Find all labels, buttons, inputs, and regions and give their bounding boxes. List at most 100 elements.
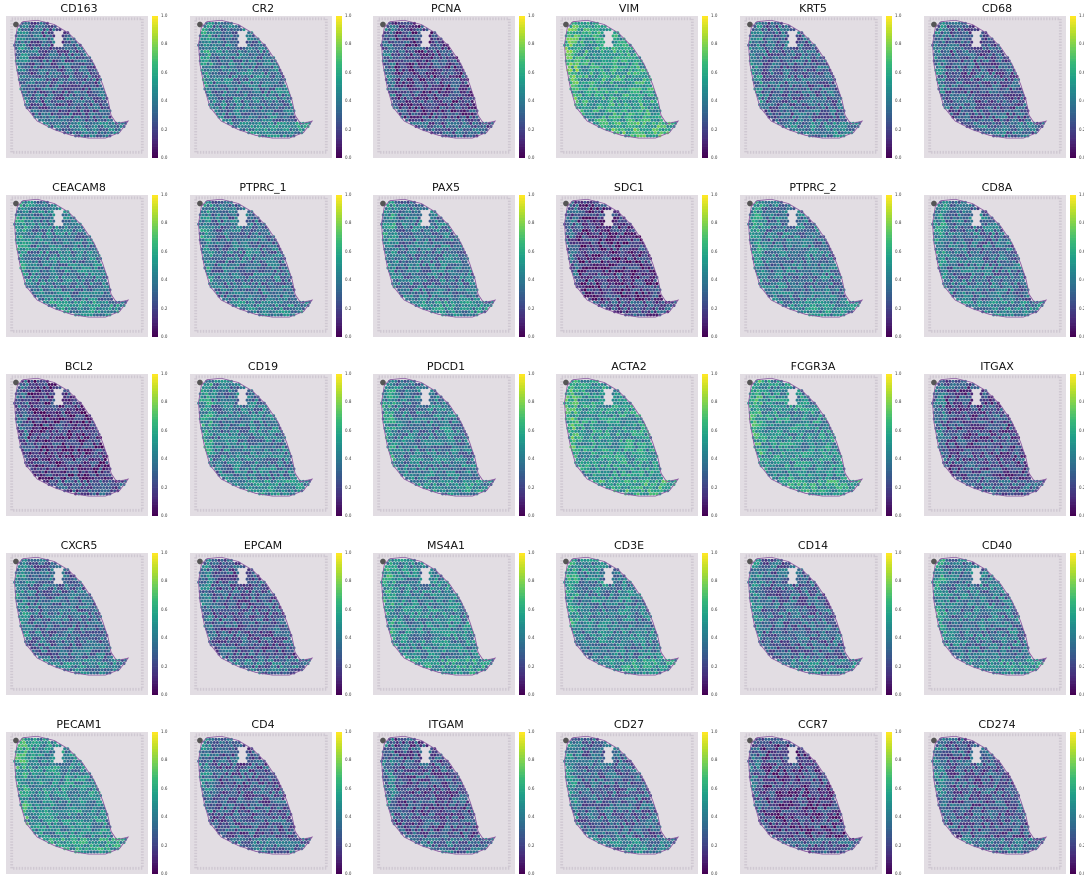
expression-spot	[420, 50, 424, 53]
expression-spot	[416, 28, 420, 32]
expression-spot	[248, 103, 252, 107]
expression-spot	[631, 93, 635, 97]
expression-spot	[603, 75, 607, 78]
expression-spot	[106, 118, 110, 122]
expression-spot	[447, 115, 451, 119]
expression-spot	[800, 50, 804, 53]
expression-spot	[627, 53, 631, 57]
expression-spot	[30, 59, 34, 63]
expression-spot	[279, 121, 283, 125]
expression-spot	[35, 93, 39, 97]
expression-spot	[395, 81, 399, 85]
expression-spot	[91, 106, 95, 110]
expression-spot	[825, 81, 829, 85]
expression-spot	[583, 34, 587, 38]
expression-spot	[251, 53, 255, 57]
expression-spot	[400, 78, 404, 82]
expression-spot	[55, 28, 59, 32]
expression-spot	[798, 109, 802, 113]
expression-spot	[262, 106, 266, 110]
expression-spot	[589, 109, 593, 113]
expression-spot	[963, 71, 967, 75]
expression-spot	[254, 115, 258, 119]
expression-spot	[803, 99, 807, 103]
expression-spot	[1001, 121, 1005, 125]
expression-spot	[762, 31, 766, 35]
expression-spot	[809, 118, 813, 122]
expression-spot	[467, 131, 471, 135]
expression-spot	[956, 68, 960, 72]
expression-spot	[937, 56, 941, 60]
expression-spot	[566, 62, 570, 66]
expression-spot	[588, 81, 592, 85]
expression-spot	[965, 118, 969, 122]
expression-spot	[61, 46, 65, 50]
expression-spot	[811, 46, 815, 50]
expression-spot	[836, 96, 840, 100]
expression-spot	[74, 121, 78, 125]
expression-spot	[608, 84, 612, 88]
expression-spot	[217, 84, 221, 88]
expression-spot	[434, 46, 438, 50]
expression-spot	[588, 99, 592, 103]
expression-spot	[804, 59, 808, 63]
expression-spot	[417, 43, 421, 47]
expression-spot	[439, 43, 443, 47]
expression-spot	[798, 84, 802, 88]
expression-spot	[946, 43, 950, 47]
expression-spot	[250, 124, 254, 128]
expression-spot	[425, 103, 429, 107]
expression-spot	[36, 53, 40, 57]
expression-spot	[992, 115, 996, 119]
expression-spot	[769, 31, 773, 35]
expression-spot	[283, 90, 287, 94]
expression-spot	[984, 50, 988, 53]
expression-spot	[998, 53, 1002, 57]
expression-spot	[86, 121, 90, 125]
expression-spot	[417, 50, 421, 53]
expression-spot	[756, 56, 760, 60]
expression-spot	[1013, 109, 1017, 113]
expression-spot	[384, 34, 388, 38]
expression-spot	[570, 71, 574, 75]
slide-background	[190, 16, 332, 158]
expression-spot	[245, 103, 249, 107]
expression-spot	[52, 28, 56, 32]
capture-area-frame	[928, 17, 1062, 154]
expression-spot	[391, 90, 395, 94]
expression-spot	[22, 93, 26, 97]
expression-spot	[602, 71, 606, 75]
expression-spot	[574, 71, 578, 75]
expression-spot	[433, 50, 437, 53]
expression-spot	[1009, 68, 1013, 72]
expression-spot	[477, 131, 480, 135]
expression-spot	[444, 115, 448, 119]
expression-spot	[988, 115, 992, 119]
expression-spot	[77, 109, 81, 113]
expression-spot	[998, 96, 1002, 100]
expression-spot	[276, 115, 280, 119]
expression-spot	[31, 37, 35, 41]
expression-spot	[570, 34, 574, 38]
expression-spot	[63, 56, 67, 60]
colorbar-tick-label: 0.0	[161, 156, 167, 160]
expression-spot	[223, 46, 227, 50]
expression-spot	[201, 59, 205, 63]
expression-spot	[968, 124, 972, 128]
expression-spot	[831, 131, 835, 135]
expression-spot	[606, 81, 610, 85]
expression-spot	[630, 65, 634, 69]
expression-spot	[984, 43, 988, 47]
expression-spot	[270, 90, 274, 94]
expression-spot	[439, 131, 443, 135]
expression-spot	[105, 128, 109, 132]
expression-spot	[942, 28, 946, 32]
expression-spot	[402, 25, 406, 28]
expression-spot	[761, 59, 765, 63]
expression-spot	[434, 71, 438, 75]
expression-spot	[569, 62, 573, 66]
expression-spot	[402, 37, 406, 41]
expression-spot	[223, 103, 227, 107]
expression-spot	[27, 46, 31, 50]
expression-spot	[606, 112, 610, 116]
